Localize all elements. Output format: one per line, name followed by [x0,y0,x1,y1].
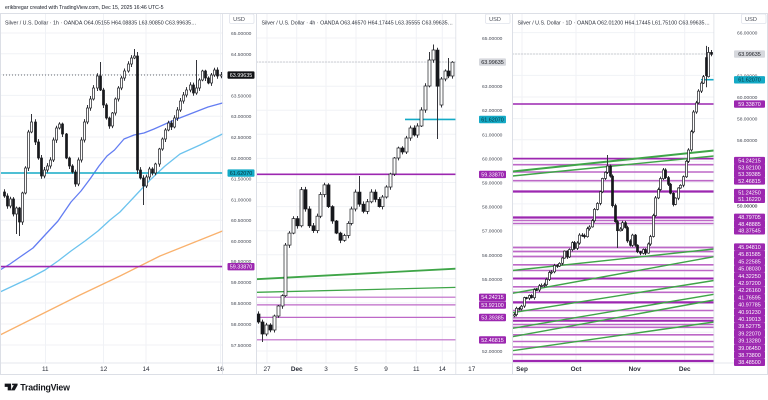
svg-text:50.00000: 50.00000 [737,203,758,209]
svg-text:50.00000: 50.00000 [737,203,758,209]
svg-text:42.26160: 42.26160 [738,288,760,294]
svg-text:62.00000: 62.00000 [482,108,503,114]
svg-text:60.00000: 60.00000 [231,239,252,245]
svg-text:38.48500: 38.48500 [738,360,760,366]
svg-text:Sep: Sep [516,366,528,373]
svg-text:14: 14 [439,366,447,373]
svg-text:16: 16 [217,366,225,373]
svg-text:39.06450: 39.06450 [738,346,760,352]
svg-text:59.33870: 59.33870 [230,265,252,271]
svg-text:63.00000: 63.00000 [482,84,503,90]
svg-text:53.39385: 53.39385 [481,315,503,321]
svg-text:39.52775: 39.52775 [738,324,760,330]
svg-text:39.22070: 39.22070 [738,331,760,337]
svg-text:14: 14 [142,366,150,373]
svg-text:58.00000: 58.00000 [482,205,503,211]
svg-text:58.50000: 58.50000 [231,301,252,307]
svg-text:45.08030: 45.08030 [738,267,760,273]
svg-text:44.32250: 44.32250 [738,274,760,280]
svg-text:48.48885: 48.48885 [738,222,760,228]
svg-text:60.50000: 60.50000 [231,218,252,224]
svg-text:41.76595: 41.76595 [738,295,760,301]
svg-text:62.00000: 62.00000 [231,156,252,162]
svg-text:Nov: Nov [629,366,642,373]
svg-text:erikbregar created with Tradin: erikbregar created with TradingView.com,… [5,5,164,11]
svg-text:Dec: Dec [291,366,303,373]
svg-text:63.00000: 63.00000 [231,114,252,120]
svg-text:9: 9 [384,366,388,373]
svg-text:USD: USD [233,17,245,23]
svg-text:53.92100: 53.92100 [481,303,503,309]
svg-text:5: 5 [354,366,358,373]
svg-text:3: 3 [324,366,328,373]
svg-text:58.00000: 58.00000 [737,117,758,123]
svg-text:63.99635: 63.99635 [481,60,503,66]
svg-text:63.50000: 63.50000 [231,93,252,99]
svg-text:11: 11 [42,366,49,373]
svg-text:42.97200: 42.97200 [738,281,760,287]
svg-text:61.00000: 61.00000 [482,132,503,138]
svg-text:60.00000: 60.00000 [737,95,758,101]
svg-text:63.99635: 63.99635 [230,73,252,79]
svg-text:61.62070: 61.62070 [230,171,252,177]
svg-text:38.73800: 38.73800 [738,353,760,359]
svg-text:59.33870: 59.33870 [738,102,760,108]
svg-text:59.00000: 59.00000 [231,280,252,286]
svg-text:61.00000: 61.00000 [231,197,252,203]
svg-text:56.00000: 56.00000 [482,253,503,259]
svg-text:52.46815: 52.46815 [481,338,503,344]
svg-text:60.00000: 60.00000 [482,156,503,162]
svg-text:64.50000: 64.50000 [231,52,252,58]
svg-text:40.97785: 40.97785 [738,303,760,309]
svg-text:58.00000: 58.00000 [231,322,252,328]
svg-text:USD: USD [489,17,501,23]
svg-text:54.24215: 54.24215 [738,159,760,165]
svg-text:TradingView: TradingView [20,383,70,393]
svg-text:27: 27 [263,366,271,373]
svg-text:59.33870: 59.33870 [481,172,503,178]
svg-text:51.24250: 51.24250 [738,191,760,197]
svg-text:62.50000: 62.50000 [231,135,252,141]
svg-text:57.50000: 57.50000 [231,343,252,349]
svg-text:48.37545: 48.37545 [738,229,760,235]
svg-text:11: 11 [413,366,420,373]
svg-text:Silver / U.S. Dollar · 4h · OA: Silver / U.S. Dollar · 4h · OANDA O63.46… [262,21,453,27]
svg-text:56.00000: 56.00000 [737,138,758,144]
svg-text:61.62070: 61.62070 [481,117,503,123]
svg-text:17: 17 [468,366,476,373]
svg-text:45.94810: 45.94810 [738,245,760,251]
svg-text:66.00000: 66.00000 [737,31,758,37]
svg-text:Dec: Dec [679,366,691,373]
svg-text:48.79705: 48.79705 [738,215,760,221]
svg-text:Silver / U.S. Dollar · 1h · OA: Silver / U.S. Dollar · 1h · OANDA O64.05… [5,21,196,27]
svg-text:52.46815: 52.46815 [738,179,760,185]
svg-text:61.62070: 61.62070 [738,78,760,84]
svg-text:52.00000: 52.00000 [482,349,503,355]
svg-text:54.24215: 54.24215 [481,295,503,301]
svg-text:Oct: Oct [571,366,583,373]
svg-text:59.50000: 59.50000 [231,259,252,265]
svg-text:53.39385: 53.39385 [738,172,760,178]
svg-text:39.13280: 39.13280 [738,339,760,345]
svg-text:63.99635: 63.99635 [738,52,760,58]
svg-text:Silver / U.S. Dollar · 1D · OA: Silver / U.S. Dollar · 1D · OANDA O62.01… [518,21,710,27]
svg-text:40.91230: 40.91230 [738,310,760,316]
svg-text:61.50000: 61.50000 [231,177,252,183]
svg-text:55.00000: 55.00000 [482,277,503,283]
svg-text:45.81585: 45.81585 [738,252,760,258]
svg-text:65.00000: 65.00000 [231,31,252,37]
svg-text:57.00000: 57.00000 [482,229,503,235]
svg-text:59.00000: 59.00000 [482,181,503,187]
svg-text:USD: USD [745,17,757,23]
svg-text:45.22585: 45.22585 [738,259,760,265]
svg-text:65.00000: 65.00000 [482,36,503,42]
svg-text:53.92100: 53.92100 [738,165,760,171]
svg-text:12: 12 [100,366,108,373]
svg-text:40.19013: 40.19013 [738,317,760,323]
svg-text:51.16220: 51.16220 [738,197,760,203]
